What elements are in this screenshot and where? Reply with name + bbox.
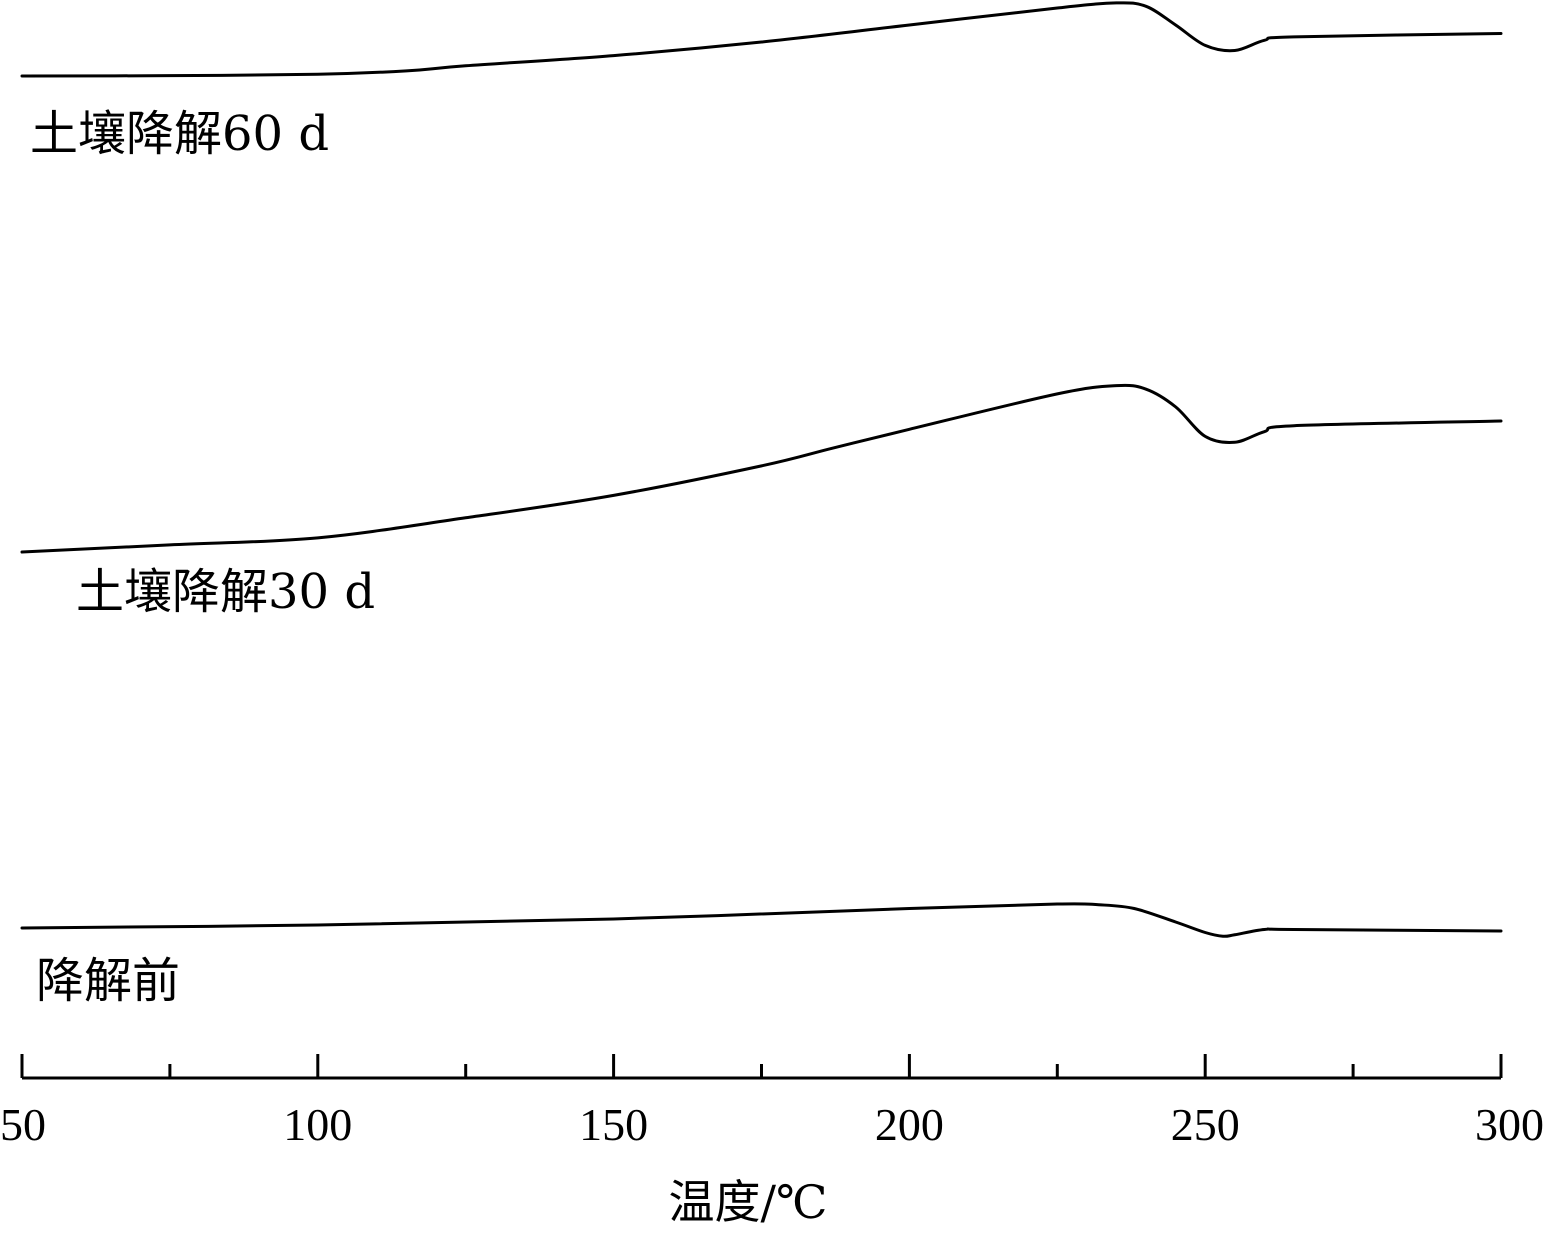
x-tick-label: 250 [1171,1099,1240,1150]
x-axis: 50 100 150 200 250 300 [0,1054,1544,1150]
series-label: 降解前 [36,953,180,1009]
x-tick-label: 200 [875,1099,944,1150]
series-line [20,1,1503,78]
series-curves [20,1,1503,938]
series-labels: 土壤降解60 d 土壤降解30 d 降解前 [30,106,375,1009]
x-tick-label: 100 [283,1099,352,1150]
series-label: 土壤降解60 d [30,106,329,162]
x-tick-label: 50 [0,1099,46,1150]
series-label: 土壤降解30 d [76,564,375,620]
x-axis-title: 温度/℃ [669,1175,828,1229]
x-tick-label: 300 [1475,1099,1544,1150]
x-tick-label: 150 [579,1099,648,1150]
series-line [20,902,1503,938]
series-line [20,383,1503,554]
